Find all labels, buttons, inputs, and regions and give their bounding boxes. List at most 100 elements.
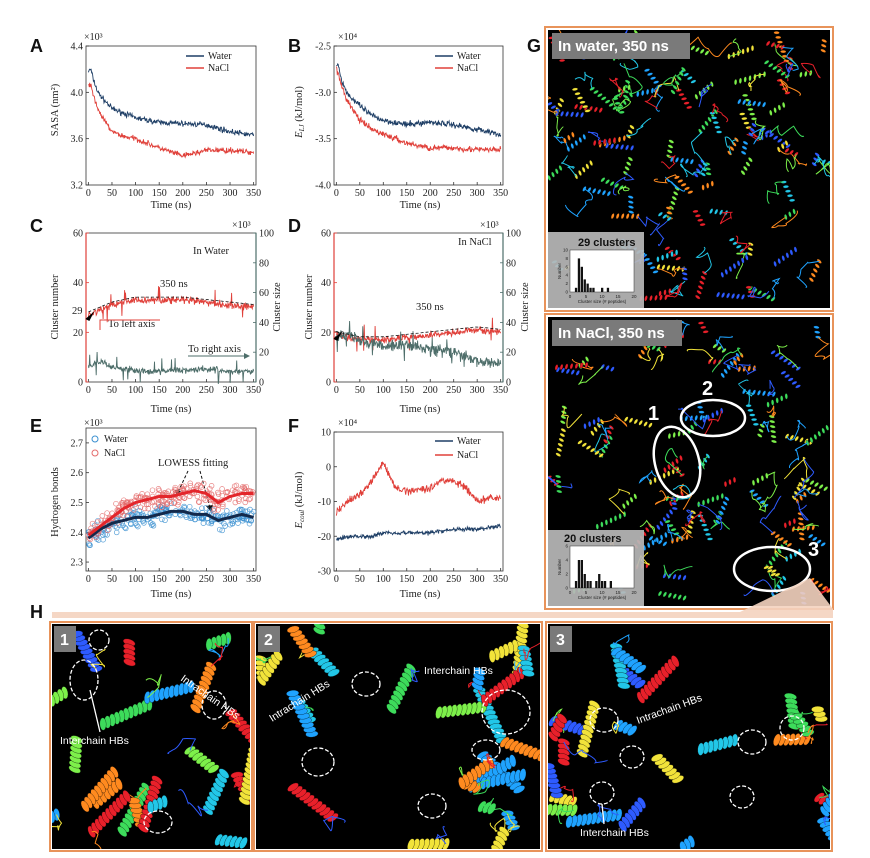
f-scale: ×10⁴ [338,418,358,429]
h3-protein-helix [832,841,846,850]
c-ytick-label: 40 [73,278,83,289]
h3-protein-helix [635,664,647,674]
g-water-protein-helix [597,139,602,146]
h2-protein-helix [481,694,489,707]
h1-protein-helix [52,810,56,824]
h3-protein-helix [634,679,646,689]
e-point-nacl [172,484,178,491]
g-nacl-inset-bar [595,581,598,588]
h1-protein-helix [8,830,16,843]
h3-hb-circle-4 [779,715,805,741]
g-water-protein-coil [665,282,683,298]
g-water-protein-helix [626,161,632,166]
g-water-protein-coil [661,155,676,170]
g-nacl-protein-helix [590,447,596,453]
e-point-water [177,512,184,519]
g-water-protein-helix [624,166,630,171]
g-water-protein-helix [675,256,682,261]
f-xtick-label: 100 [376,574,391,585]
e-point-water [247,506,253,513]
g-water-protein-coil [687,36,733,58]
g-water-protein-helix [747,99,752,106]
g-water-inset-ytick: 0 [565,290,568,295]
h1-interchain-label: Interchain HBs [60,735,129,747]
h2-protein-helix [313,624,326,630]
h2-protein-helix [521,669,535,677]
h3-tag-box [550,626,572,652]
g-water-protein-helix [666,149,673,154]
g-water-protein-helix [701,167,707,172]
h3-protein-helix [832,783,845,797]
g-water-protein-coil [680,163,708,178]
g-nacl-protein-coil [664,448,683,476]
h1-protein-helix [247,735,250,744]
g-water-protein-helix [695,47,700,53]
g-water-protein-helix [674,80,680,86]
h1-protein-helix [122,790,131,803]
h3-protein-helix [548,803,553,816]
g-water-protein-helix [608,102,615,107]
f-ytick-label: 10 [321,428,331,439]
g-water-protein-helix [684,186,690,191]
h1-protein-coil [90,649,106,670]
g-nacl-protein-helix [782,575,787,581]
g-water-protein-helix [746,46,750,53]
e-point-nacl [164,500,171,506]
g-water-protein-helix [762,101,767,108]
g-water-protein-helix [578,170,582,176]
g-nacl-inset-bar [609,581,612,588]
e-point-water [162,517,168,524]
a-series-nacl [88,82,255,159]
e-point-nacl [181,495,188,501]
e-point-nacl [104,527,111,534]
h2-protein-helix [407,838,415,849]
g-nacl-protein-coil [685,511,706,527]
g-nacl-inset-bar [598,574,601,588]
g-water-protein-coil [653,85,663,112]
g-nacl-protein-helix [816,539,822,544]
h3-protein-helix [697,742,705,756]
g-water-protein-helix [773,31,780,35]
a-xlabel: Time (ns) [151,200,192,211]
e-lowess-nacl [87,489,254,537]
g-nacl-protein-helix [555,452,562,457]
f-xtick-label: 0 [334,574,339,585]
g-nacl-protein-helix [638,420,643,426]
g-water-protein-helix [622,85,626,92]
g-nacl-protein-helix [729,360,734,367]
panel-label-a: A [30,36,43,56]
g-water-protein-helix [607,137,612,144]
g-nacl-protein-helix [769,424,776,429]
h3-hb-circle-3 [737,729,767,755]
e-point-water [203,505,209,511]
g-water-inset-histogram: 0 2 4 6 8 10 0 5 10 15 20 Number Cluster size (# pep… [557,248,637,305]
g-nacl-protein-helix [647,542,651,549]
g-water-protein-helix [628,205,634,209]
g-nacl-inset-bar [603,581,607,588]
g-nacl-protein-helix [770,350,776,355]
g-nacl-protein-coil [578,366,604,385]
g-water-protein-coil [663,69,684,86]
g-water-protein-helix [747,242,754,247]
h1-protein-helix [3,832,11,845]
zoom-wedge [52,578,833,618]
e-xlabel: Time (ns) [151,589,192,600]
g-water-protein-helix [600,96,607,101]
g-nacl-protein-helix [697,405,704,409]
g-nacl-protein-helix [780,370,787,375]
e-xtick-label: 250 [199,574,214,585]
c-xtick-label: 0 [86,385,91,396]
e-xtick-label: 150 [152,574,167,585]
g-nacl-protein-helix [780,395,784,402]
g-nacl-protein-helix [677,594,682,600]
g-nacl-protein-helix [633,418,639,425]
e-point-nacl [247,495,254,502]
g-water-protein-helix [743,121,750,125]
d-trend-dashed [336,326,501,338]
g-nacl-protein-helix [557,442,564,447]
h3-protein-coil [597,803,619,823]
g-water-protein-helix [721,292,726,298]
g-water-protein-helix [728,237,735,242]
g-nacl-protein-coil [638,470,657,484]
